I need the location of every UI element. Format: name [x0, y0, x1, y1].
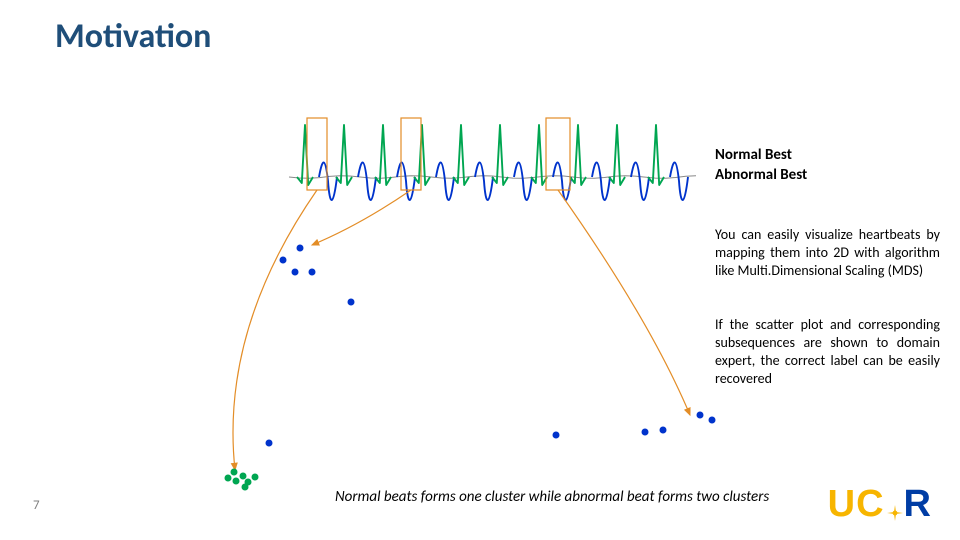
highlight-boxes — [307, 118, 570, 190]
logo-u: U — [828, 483, 856, 526]
page-title: Motivation — [55, 16, 211, 57]
cluster-caption: Normal beats forms one cluster while abn… — [335, 488, 769, 507]
logo-star-icon — [887, 488, 903, 504]
legend-normal: Normal Best — [715, 146, 807, 166]
page-number: 7 — [33, 498, 40, 513]
scatter-points — [225, 245, 716, 491]
ecg-waveform — [289, 125, 696, 200]
arrows — [233, 190, 690, 470]
legend-abnormal: Abnormal Best — [715, 166, 807, 186]
ucr-logo: U C R — [828, 483, 932, 526]
logo-c: C — [856, 483, 884, 526]
paragraph-1: You can easily visualize heartbeats by m… — [715, 226, 940, 280]
paragraph-2: If the scatter plot and corresponding su… — [715, 316, 940, 388]
legend: Normal Best Abnormal Best — [715, 146, 807, 185]
logo-r: R — [904, 483, 932, 526]
